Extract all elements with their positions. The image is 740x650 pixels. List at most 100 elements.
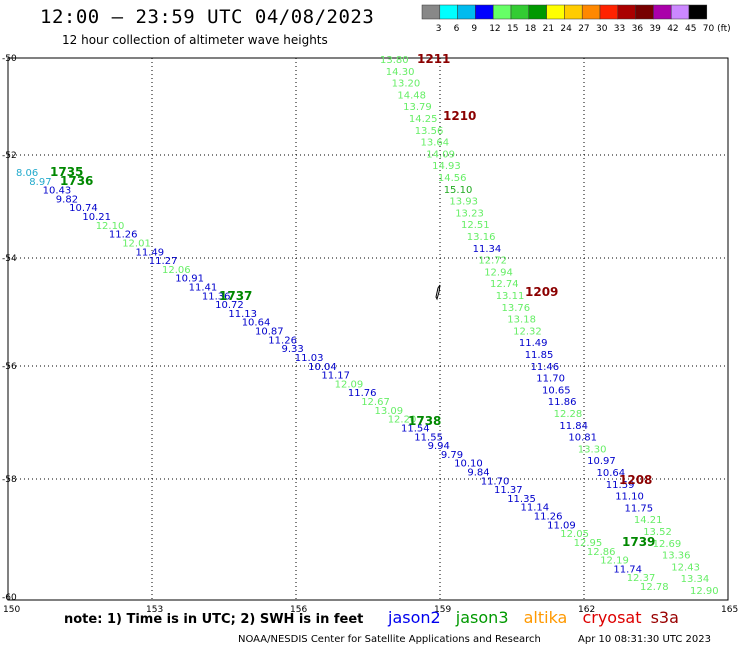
scale-tick-label: 24: [560, 24, 572, 34]
wave-height-label: 13.79: [403, 102, 432, 113]
wave-height-label: 13.11: [496, 291, 525, 302]
scale-tick-label: 3: [436, 24, 442, 34]
wave-height-label: 13.52: [643, 527, 672, 538]
satellite-legend: jason2 jason3 altika cryosat s3a: [388, 608, 689, 627]
wave-height-label: 10.72: [215, 300, 244, 311]
scale-tick-label: 30: [596, 24, 608, 34]
scale-tick-label: 12: [489, 24, 500, 34]
lat-label: -58: [2, 475, 17, 485]
page-title: 12:00 — 23:59 UTC 04/08/2023: [40, 6, 375, 28]
wave-height-label: 10.64: [242, 318, 271, 329]
scale-tick-label: 15: [507, 24, 518, 34]
scale-swatch: [510, 4, 530, 20]
wave-height-label: 13.18: [507, 315, 536, 326]
satellite-cryosat: cryosat: [582, 608, 642, 627]
scale-swatch: [475, 4, 494, 20]
cryosat-track: 13.8014.3013.2014.4813.7914.2513.5613.64…: [380, 55, 719, 597]
satellite-jason2: jason2: [388, 608, 441, 627]
wave-height-label: 13.36: [662, 551, 691, 562]
scale-swatch: [617, 4, 636, 20]
wave-height-label: 12.67: [361, 397, 390, 408]
satellite-s3a: s3a: [650, 608, 679, 627]
scale-tick-label: 9: [471, 24, 477, 34]
lon-label: 150: [3, 605, 20, 615]
wave-height-label: 11.49: [519, 338, 548, 349]
island-shape: [435, 284, 441, 301]
wave-height-label: 11.10: [615, 492, 644, 503]
scale-tick-label: 27: [578, 24, 589, 34]
wave-height-label: 12.43: [671, 562, 700, 573]
time-label: 1208: [619, 473, 652, 487]
credit-timestamp: Apr 10 08:31:30 UTC 2023: [578, 634, 711, 645]
wave-height-label: 11.09: [547, 520, 576, 531]
wave-height-label: 10.87: [255, 327, 284, 338]
wave-height-label: 12.94: [484, 267, 513, 278]
scale-swatch: [439, 4, 458, 20]
wave-height-label: 12.90: [690, 586, 719, 597]
wave-height-label: 8.06: [16, 168, 38, 179]
wave-height-label: 12.28: [554, 409, 583, 420]
wave-height-label: 11.14: [521, 503, 550, 514]
time-label: 1739: [622, 535, 655, 549]
scale-swatch: [599, 4, 619, 20]
wave-height-label: 11.26: [109, 230, 138, 241]
scale-swatch: [546, 4, 565, 20]
wave-height-label: 11.55: [414, 432, 443, 443]
wave-height-label: 9.94: [428, 441, 450, 452]
map-frame: [7, 57, 729, 601]
satellite-altika: altika: [523, 608, 568, 627]
wave-height-label: 11.70: [536, 374, 565, 385]
scale-tick-label: 39: [649, 24, 661, 34]
wave-height-label: 12.74: [490, 279, 519, 290]
wave-height-label: 11.85: [525, 350, 554, 361]
wave-height-label: 14.21: [634, 515, 663, 526]
lat-label: -52: [2, 151, 17, 161]
wave-height-label: 14.30: [386, 67, 415, 78]
time-label: 1735: [50, 165, 83, 179]
lon-label: 156: [290, 605, 307, 615]
scale-tick-label: 21: [543, 24, 554, 34]
wave-height-label: 12.78: [640, 582, 669, 593]
wave-height-label: 9.82: [56, 194, 78, 205]
wave-height-label: 11.54: [401, 423, 430, 434]
wave-height-label: 11.34: [473, 244, 502, 255]
wave-height-label: 10.97: [587, 456, 616, 467]
scale-swatch: [492, 4, 512, 20]
scale-tick-label: 70 (ft): [703, 24, 731, 34]
scale-swatch: [581, 4, 601, 20]
wave-height-label: 10.21: [82, 212, 111, 223]
lon-label: 162: [578, 605, 595, 615]
wave-height-label: 11.86: [548, 397, 577, 408]
time-label: 1210: [443, 109, 476, 123]
wave-height-label: 10.64: [597, 468, 626, 479]
wave-height-label: 13.20: [392, 79, 421, 90]
wave-height-label: 12.09: [335, 379, 364, 390]
wave-height-label: 13.76: [502, 303, 531, 314]
wave-height-label: 14.48: [397, 90, 426, 101]
scale-swatch: [528, 4, 547, 20]
wave-height-label: 11.26: [268, 335, 297, 346]
scale-swatch: [635, 4, 654, 20]
wave-height-label: 10.65: [542, 385, 571, 396]
wave-height-label: 13.23: [455, 208, 484, 219]
wave-height-label: 12.20: [388, 415, 417, 426]
scale-swatch: [688, 4, 708, 20]
wave-height-label: 12.72: [478, 256, 507, 267]
wave-height-label: 11.37: [494, 485, 523, 496]
wave-height-label: 10.91: [175, 274, 204, 285]
wave-height-label: 11.74: [613, 564, 642, 575]
wave-height-label: 13.80: [380, 55, 409, 66]
wave-height-label: 13.34: [681, 574, 710, 585]
wave-height-label: 8.97: [29, 177, 51, 188]
wave-height-label: 13.56: [415, 126, 444, 137]
wave-height-label: 10.43: [43, 186, 72, 197]
wave-height-label: 11.17: [321, 371, 350, 382]
time-label: 1211: [417, 52, 450, 66]
wave-height-label: 11.49: [136, 247, 165, 258]
lon-label: 165: [721, 605, 738, 615]
satellite-jason3: jason3: [455, 608, 509, 627]
lat-label: -50: [2, 54, 17, 64]
wave-height-label: 15.10: [444, 185, 473, 196]
footer-note: note: 1) Time is in UTC; 2) SWH is in fe…: [64, 612, 364, 627]
